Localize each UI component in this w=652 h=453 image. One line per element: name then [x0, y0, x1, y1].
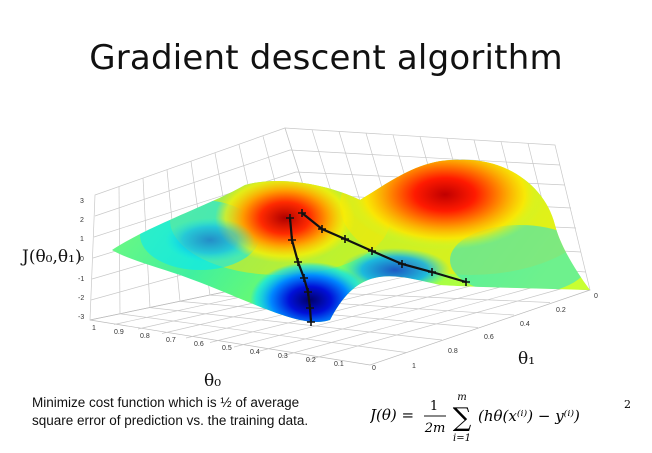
x-tick: 0 [372, 365, 376, 372]
x-tick: 0.1 [334, 361, 344, 368]
formula-sum-upper: m [457, 392, 466, 403]
y-tick: 0.4 [520, 321, 530, 328]
z-tick: -1 [78, 276, 84, 283]
cost-surface-plot: 3 2 1 0 -1 -2 -3 1 0.9 0.8 0.7 0.6 0.5 0… [20, 127, 598, 391]
x-tick: 0.8 [140, 333, 150, 340]
caption-line-2: square error of prediction vs. the train… [32, 413, 309, 428]
y-tick: 1 [412, 363, 416, 370]
x-tick: 0.9 [114, 329, 124, 336]
x-tick: 1 [92, 325, 96, 332]
descent-markers [286, 209, 470, 326]
z-tick: 3 [80, 198, 84, 205]
caption-line-1: Minimize cost function which is ½ of ave… [32, 395, 300, 410]
y-tick: 0 [594, 293, 598, 300]
z-tick: -3 [78, 314, 84, 321]
y-tick: 0.6 [484, 334, 494, 341]
z-tick: 2 [80, 217, 84, 224]
formula-body: (hθ(x⁽ⁱ⁾) − y⁽ⁱ⁾) [478, 407, 580, 425]
y-axis-label: θ₁ [518, 349, 535, 369]
caption: Minimize cost function which is ½ of ave… [32, 394, 362, 430]
y-axis-ticks: 0 0.2 0.4 0.6 0.8 1 [412, 293, 598, 370]
y-tick: 0.8 [448, 348, 458, 355]
formula-frac-den: 2m [424, 421, 446, 436]
z-tick: -2 [78, 295, 84, 302]
x-axis-label: θ₀ [204, 371, 221, 391]
slide-title: Gradient descent algorithm [89, 38, 563, 78]
x-tick: 0.5 [222, 345, 232, 352]
z-tick: 0 [80, 256, 84, 263]
formula-sigma: ∑ [453, 403, 472, 433]
formula-frac-num: 1 [430, 399, 438, 414]
formula-sum-lower: i=1 [453, 433, 471, 444]
y-tick: 0.2 [556, 307, 566, 314]
cost-surface [112, 159, 590, 322]
x-tick: 0.3 [278, 353, 288, 360]
x-tick: 0.2 [306, 357, 316, 364]
x-axis-ticks: 1 0.9 0.8 0.7 0.6 0.5 0.4 0.3 0.2 0.1 0 [92, 325, 376, 372]
x-tick: 0.4 [250, 349, 260, 356]
z-tick: 1 [80, 236, 84, 243]
cost-function-formula: J(θ) = 1 2m m ∑ i=1 (hθ(x⁽ⁱ⁾) − y⁽ⁱ⁾) 2 [370, 392, 631, 444]
z-axis-label: J(θ₀,θ₁) [20, 247, 82, 267]
x-tick: 0.7 [166, 337, 176, 344]
formula-lhs: J(θ) = [370, 406, 414, 424]
formula-exponent: 2 [624, 398, 631, 411]
z-axis-ticks: 3 2 1 0 -1 -2 -3 [78, 198, 84, 321]
x-tick: 0.6 [194, 341, 204, 348]
